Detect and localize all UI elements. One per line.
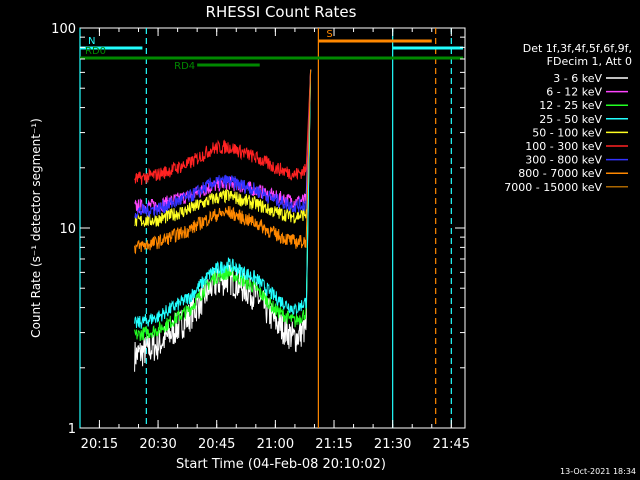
series-line-5 xyxy=(134,69,312,185)
legend-entry-8: 7000 - 15000 keV xyxy=(504,181,602,194)
series-line-7 xyxy=(134,69,312,255)
vertical-markers xyxy=(79,28,452,428)
x-tick-label-4: 21:15 xyxy=(315,437,352,452)
x-tick-label-3: 21:00 xyxy=(257,437,294,452)
legend: Det 1f,3f,4f,5f,6f,9f,FDecim 1, Att 0 3 -… xyxy=(504,42,632,194)
y-tick-label-1: 10 xyxy=(59,222,76,237)
flag-label-0: N xyxy=(88,36,95,47)
y-axis-ticks: 1 10 100 xyxy=(51,22,465,437)
legend-entry-0: 3 - 6 keV xyxy=(553,72,602,85)
legend-entry-7: 800 - 7000 keV xyxy=(518,167,602,180)
x-tick-label-5: 21:30 xyxy=(374,437,411,452)
y-tick-label-0: 1 xyxy=(68,422,76,437)
legend-header-0: Det 1f,3f,4f,5f,6f,9f, xyxy=(523,42,632,55)
chart-title: RHESSI Count Rates xyxy=(206,3,357,21)
series-line-3 xyxy=(134,69,312,329)
footer-timestamp: 13-Oct-2021 18:34 xyxy=(560,467,636,476)
flag-label-4: RD4 xyxy=(174,61,195,72)
y-axis-label: Count Rate (s⁻¹ detector segment⁻¹) xyxy=(29,118,43,338)
legend-entry-3: 25 - 50 keV xyxy=(539,113,602,126)
x-tick-label-0: 20:15 xyxy=(81,437,118,452)
series-line-0 xyxy=(134,69,312,372)
flag-bars: N S RD0 RD4 xyxy=(80,29,464,72)
plot-frame xyxy=(79,27,466,429)
legend-entry-6: 300 - 800 keV xyxy=(525,154,602,167)
series-line-4 xyxy=(134,69,312,227)
flag-label-2: S xyxy=(326,29,332,40)
x-axis-label: Start Time (04-Feb-08 20:10:02) xyxy=(176,457,386,472)
x-tick-label-2: 20:45 xyxy=(198,437,235,452)
x-tick-label-6: 21:45 xyxy=(433,437,470,452)
y-tick-label-2: 100 xyxy=(51,22,76,37)
legend-entry-1: 6 - 12 keV xyxy=(546,86,602,99)
series-line-2 xyxy=(134,69,312,342)
series-lines xyxy=(134,69,312,372)
legend-entry-5: 100 - 300 keV xyxy=(525,140,602,153)
x-tick-label-1: 20:30 xyxy=(139,437,176,452)
legend-entry-4: 50 - 100 keV xyxy=(532,126,602,139)
x-axis-ticks: 20:15 20:30 20:45 21:00 21:15 21:30 21:45 xyxy=(81,28,470,452)
legend-header-1: FDecim 1, Att 0 xyxy=(547,55,632,68)
flag-label-3: RD0 xyxy=(85,46,106,57)
series-line-6 xyxy=(134,69,312,220)
legend-entry-2: 12 - 25 keV xyxy=(539,99,602,112)
